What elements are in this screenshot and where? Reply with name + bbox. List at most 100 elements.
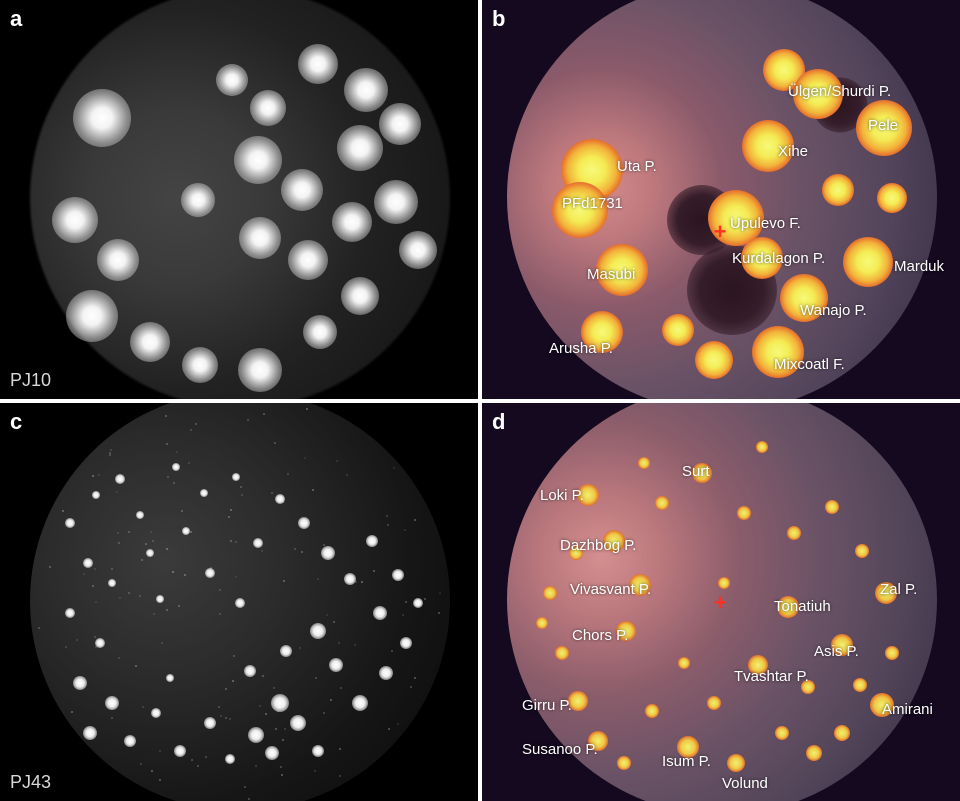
feature-label: Xihe — [778, 143, 808, 160]
noise-speck — [152, 540, 154, 542]
feature-label: Vivasvant P. — [570, 581, 651, 598]
feature-label: Upulevo F. — [730, 215, 801, 232]
noise-speck — [402, 614, 404, 616]
noise-speck — [312, 489, 314, 491]
panel-a-disc — [30, 0, 450, 399]
noise-speck — [265, 713, 267, 715]
feature-label: Kurdalagon P. — [732, 250, 825, 267]
noise-speck — [361, 581, 363, 583]
noise-speck — [83, 573, 85, 575]
panel-a-label: a — [10, 6, 22, 32]
noise-speck — [230, 509, 232, 511]
feature-label: Arusha P. — [549, 340, 613, 357]
noise-speck — [326, 614, 328, 616]
noise-speck — [117, 532, 119, 534]
noise-speck — [98, 474, 100, 476]
panel-d: d + Loki P. Surt Dazhbog P. Vivasvant P. Cho… — [482, 403, 960, 801]
feature-label: Pele — [868, 117, 898, 134]
noise-speck — [181, 510, 183, 512]
feature-label: Surt — [682, 463, 710, 480]
noise-speck — [424, 598, 426, 600]
noise-speck — [225, 717, 227, 719]
noise-speck — [110, 449, 112, 451]
noise-speck — [280, 766, 282, 768]
feature-label: Girru P. — [522, 697, 572, 714]
noise-speck — [354, 644, 356, 646]
noise-speck — [271, 492, 273, 494]
noise-speck — [141, 559, 143, 561]
feature-label: Masubi — [587, 266, 635, 283]
noise-speck — [195, 423, 197, 425]
noise-speck — [172, 571, 174, 573]
noise-speck — [261, 550, 263, 552]
noise-speck — [71, 711, 73, 713]
feature-label: Dazhbog P. — [560, 537, 636, 554]
panel-c-disc — [30, 403, 450, 801]
noise-speck — [230, 540, 232, 542]
panel-b: b + Uta P. PFd1731 Masubi Arusha P. Upulevo … — [482, 0, 960, 399]
noise-speck — [142, 706, 144, 708]
feature-label: PFd1731 — [562, 195, 623, 212]
noise-speck — [178, 605, 180, 607]
noise-speck — [336, 460, 338, 462]
noise-speck — [241, 494, 243, 496]
feature-label: Tonatiuh — [774, 598, 831, 615]
noise-speck — [229, 718, 231, 720]
noise-speck — [49, 566, 51, 568]
noise-speck — [118, 657, 120, 659]
feature-label: Zal P. — [880, 581, 917, 598]
panel-c-label: c — [10, 409, 22, 435]
noise-speck — [218, 706, 220, 708]
feature-label: Volund — [722, 775, 768, 792]
feature-label: Marduk — [894, 258, 944, 275]
noise-speck — [339, 775, 341, 777]
noise-speck — [135, 665, 137, 667]
noise-speck — [385, 668, 387, 670]
noise-speck — [205, 756, 207, 758]
panel-d-label: d — [492, 409, 505, 435]
panel-a: a PJ10 — [0, 0, 478, 399]
figure-grid: a PJ10 b + Uta P. PFd1731 Masubi Arusha P. U… — [0, 0, 960, 801]
noise-speck — [418, 599, 420, 601]
feature-label: Tvashtar P. — [734, 668, 809, 685]
feature-label: Amirani — [882, 701, 933, 718]
noise-speck — [65, 646, 67, 648]
noise-speck — [93, 731, 95, 733]
panel-a-corner: PJ10 — [10, 370, 51, 391]
noise-speck — [339, 748, 341, 750]
feature-label: Ülgen/Shurdi P. — [788, 83, 891, 100]
noise-speck — [404, 529, 406, 531]
noise-speck — [439, 592, 441, 594]
noise-speck — [166, 609, 168, 611]
noise-speck — [94, 568, 96, 570]
subsolar-cross-icon: + — [714, 219, 727, 245]
noise-speck — [190, 531, 192, 533]
noise-speck — [294, 548, 296, 550]
noise-speck — [387, 524, 389, 526]
feature-label: Asis P. — [814, 643, 859, 660]
panel-c-corner: PJ43 — [10, 772, 51, 793]
noise-speck — [166, 443, 168, 445]
noise-speck — [176, 451, 178, 453]
noise-speck — [118, 542, 120, 544]
noise-speck — [38, 627, 40, 629]
noise-speck — [317, 578, 319, 580]
feature-label: Wanajo P. — [800, 302, 867, 319]
feature-label: Chors P. — [572, 627, 628, 644]
noise-speck — [274, 442, 276, 444]
noise-speck — [153, 613, 155, 615]
feature-label: Uta P. — [617, 158, 657, 175]
noise-speck — [333, 621, 335, 623]
panel-c: c PJ43 — [0, 403, 478, 801]
feature-label: Mixcoatl F. — [774, 356, 845, 373]
noise-speck — [277, 710, 279, 712]
noise-speck — [111, 717, 113, 719]
panel-b-label: b — [492, 6, 505, 32]
feature-label: Loki P. — [540, 487, 584, 504]
noise-speck — [232, 680, 234, 682]
noise-speck — [145, 543, 147, 545]
subsolar-cross-icon: + — [714, 590, 727, 616]
noise-speck — [219, 589, 221, 591]
feature-label: Isum P. — [662, 753, 711, 770]
feature-label: Susanoo P. — [522, 741, 598, 758]
